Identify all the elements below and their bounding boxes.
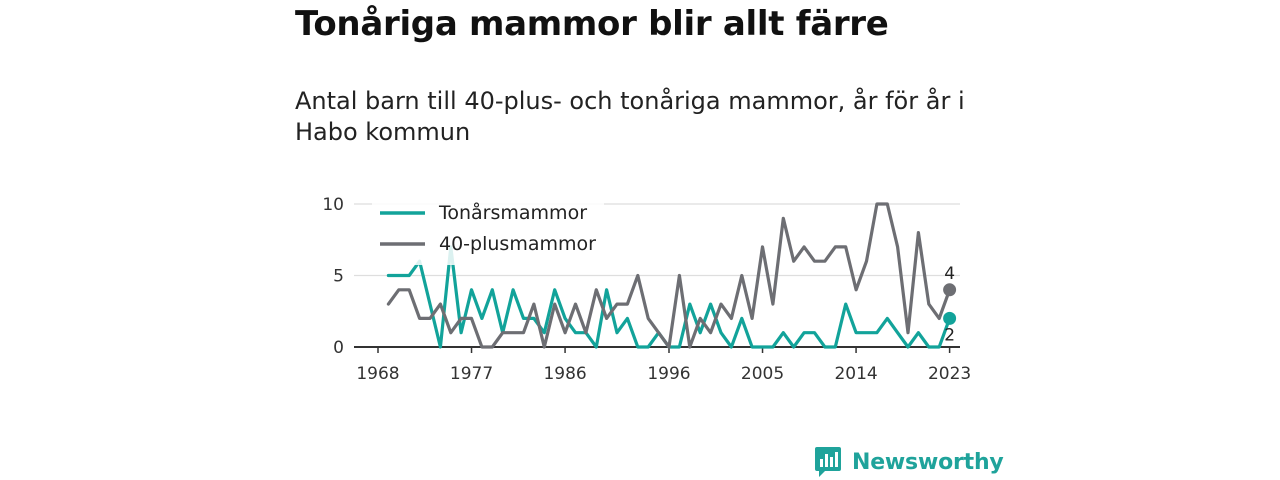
x-tick-label: 2014 bbox=[834, 364, 877, 384]
chart-subtitle: Antal barn till 40-plus- och tonåriga ma… bbox=[295, 87, 965, 146]
y-tick-label: 0 bbox=[333, 338, 344, 358]
newsworthy-brand: Newsworthy bbox=[814, 446, 1004, 478]
end-point-1 bbox=[943, 283, 957, 297]
end-point-0 bbox=[943, 311, 957, 325]
x-tick-label: 2005 bbox=[741, 364, 784, 384]
y-tick-label: 10 bbox=[322, 195, 344, 215]
x-tick-label: 2023 bbox=[928, 364, 971, 384]
x-tick-label: 1986 bbox=[543, 364, 586, 384]
y-tick-label: 5 bbox=[333, 267, 344, 287]
x-tick-label: 1996 bbox=[647, 364, 690, 384]
series-line-1 bbox=[386, 202, 952, 349]
x-tick-label: 1977 bbox=[450, 364, 493, 384]
bar-chart-logo-icon bbox=[815, 447, 841, 477]
chart-title: Tonåriga mammor blir allt färre bbox=[295, 4, 889, 44]
x-tick-label: 1968 bbox=[356, 364, 399, 384]
legend-label: Tonårsmammor bbox=[438, 201, 587, 224]
brand-name: Newsworthy bbox=[852, 449, 1004, 475]
end-label-1: 4 bbox=[944, 264, 955, 284]
legend-label: 40-plusmammor bbox=[439, 233, 596, 255]
end-label-0: 2 bbox=[944, 325, 955, 345]
legend-background bbox=[372, 197, 604, 265]
